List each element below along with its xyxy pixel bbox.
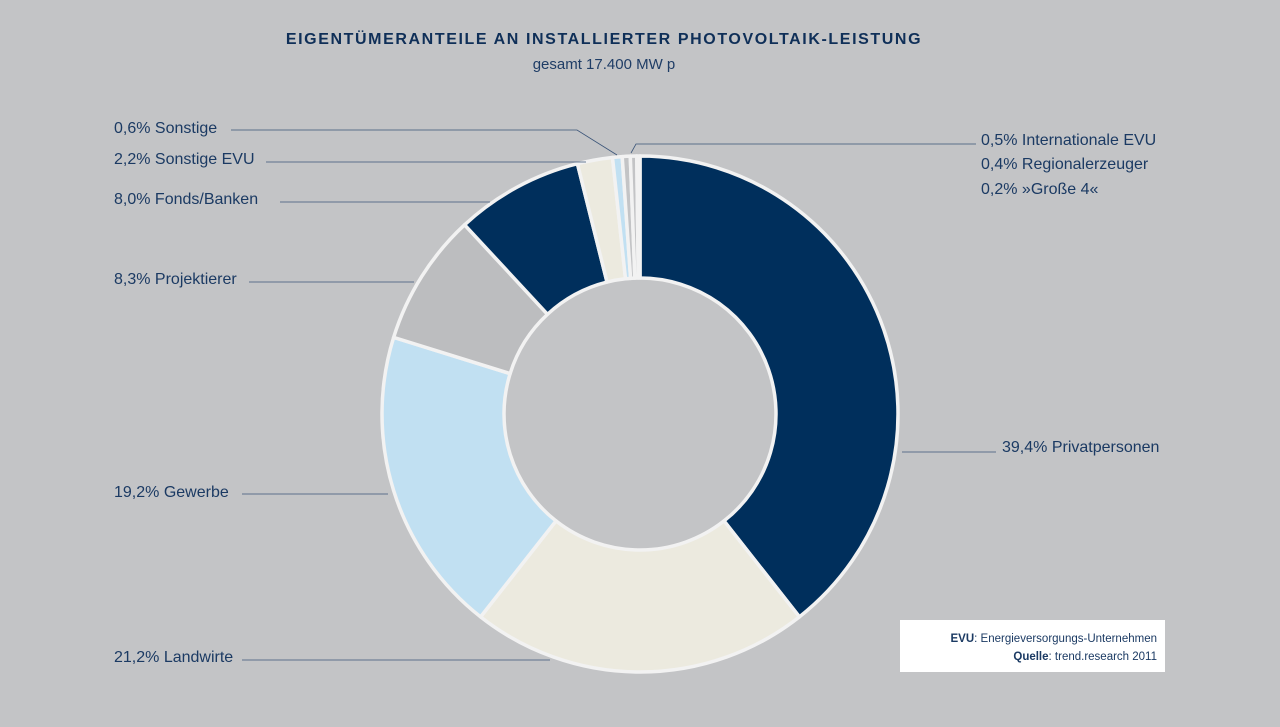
label-fonds-banken: 8,0% Fonds/Banken <box>114 191 258 208</box>
slice-privatpersonen <box>638 154 900 619</box>
source-key: Quelle <box>1013 651 1049 663</box>
label-projektierer: 8,3% Projektierer <box>114 271 237 288</box>
label-sonstige: 0,6% Sonstige <box>114 120 217 137</box>
chart-title: EIGENTÜMERANTEILE AN INSTALLIERTER PHOTO… <box>285 31 923 48</box>
evu-text: : Energieversorgungs-Unternehmen <box>974 633 1157 645</box>
slice-gewerbe <box>380 335 558 619</box>
label-grosse: 0,2% »Große 4« <box>981 181 1099 198</box>
chart-subtitle: gesamt 17.400 MW p <box>532 56 676 73</box>
label-landwirte: 21,2% Landwirte <box>114 649 233 666</box>
leader-line-internationale-evu <box>630 143 976 154</box>
label-internationale-evu: 0,5% Internationale EVU <box>981 132 1156 149</box>
label-sonstige-evu: 2,2% Sonstige EVU <box>114 151 255 168</box>
slice-landwirte <box>478 519 802 674</box>
legend-note: EVU: Energieversorgungs-Unternehmen Quel… <box>900 620 1165 672</box>
label-privatpersonen: 39,4% Privatpersonen <box>1002 439 1159 456</box>
label-gewerbe: 19,2% Gewerbe <box>114 484 229 501</box>
slice-grosse <box>635 154 642 280</box>
label-regionalerzeuger: 0,4% Regionalerzeuger <box>981 156 1149 173</box>
leader-line-sonstige <box>231 129 618 156</box>
evu-key: EVU <box>950 633 975 645</box>
source-text: : trend.research 2011 <box>1048 651 1157 663</box>
